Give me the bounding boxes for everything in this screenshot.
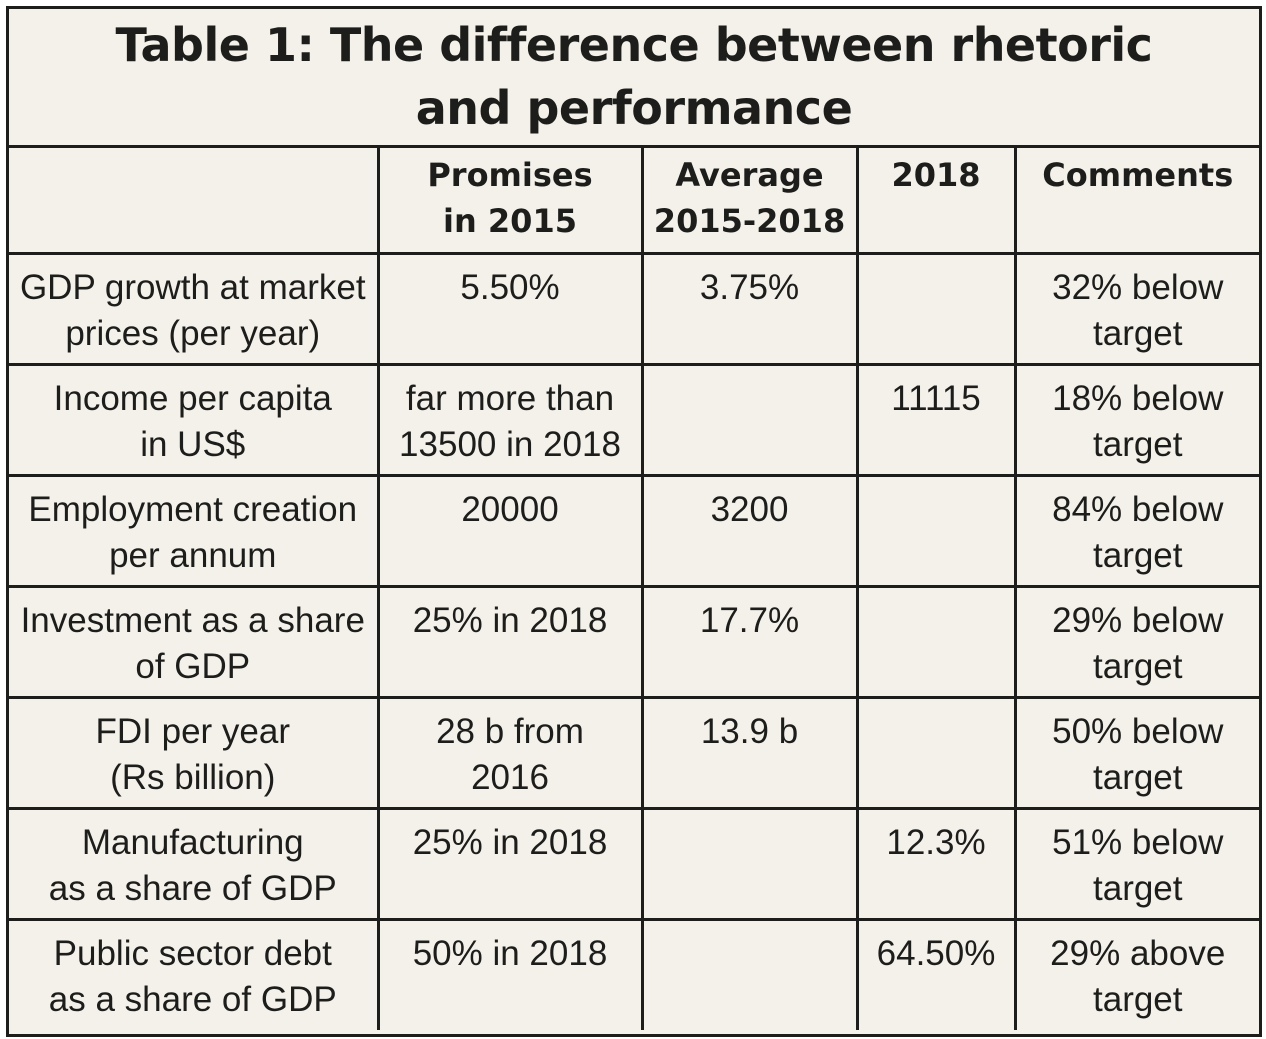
table-row: GDP growth at market prices (per year) 5.… [9,253,1259,366]
comment-cell: 29% below target [1013,584,1259,699]
promise-cell: far more than 13500 in 2018 [376,362,644,477]
indicator-cell: Income per capita in US$ [9,362,380,477]
table-row: Manufacturing as a share of GDP 25% in 20… [9,806,1259,921]
column-header-2018: 2018 [855,148,1017,255]
comment-cell: 51% below target [1013,806,1259,921]
indicator-cell: Public sector debt as a share of GDP [9,917,380,1030]
promise-cell: 5.50% [376,253,644,366]
table-row: FDI per year (Rs billion) 28 b from 2016 1… [9,695,1259,810]
promise-cell: 50% in 2018 [376,917,644,1030]
table-row: Income per capita in US$ far more than 13… [9,362,1259,477]
table-row: Investment as a share of GDP 25% in 2018 1… [9,584,1259,699]
table-figure: Table 1: The difference between rhetoric… [6,6,1262,1037]
value-2018-cell [855,695,1017,810]
promise-cell: 25% in 2018 [376,584,644,699]
average-cell: 3200 [640,473,859,588]
comment-cell: 18% below target [1013,362,1259,477]
indicator-cell: GDP growth at market prices (per year) [9,253,380,366]
column-header-promises: Promises in 2015 [376,148,644,255]
data-table: Promises in 2015 Average 2015-2018 2018 … [9,148,1259,1030]
value-2018-cell: 11115 [855,362,1017,477]
column-header-comments: Comments [1013,148,1259,255]
average-cell [640,806,859,921]
comment-cell: 84% below target [1013,473,1259,588]
indicator-cell: Manufacturing as a share of GDP [9,806,380,921]
comment-cell: 29% above target [1013,917,1259,1030]
average-cell [640,362,859,477]
indicator-cell: FDI per year (Rs billion) [9,695,380,810]
table-row: Employment creation per annum 20000 3200 84… [9,473,1259,588]
indicator-cell: Investment as a share of GDP [9,584,380,699]
comment-cell: 50% below target [1013,695,1259,810]
column-header-indicator [9,148,380,255]
average-cell [640,917,859,1030]
column-header-average: Average 2015-2018 [640,148,859,255]
average-cell: 13.9 b [640,695,859,810]
header-row: Promises in 2015 Average 2015-2018 2018 … [9,148,1259,255]
table-title: Table 1: The difference between rhetoric… [9,9,1259,148]
value-2018-cell: 64.50% [855,917,1017,1030]
comment-cell: 32% below target [1013,253,1259,366]
value-2018-cell: 12.3% [855,806,1017,921]
table-title-text: Table 1: The difference between rhetoric… [115,18,1153,135]
value-2018-cell [855,473,1017,588]
indicator-cell: Employment creation per annum [9,473,380,588]
promise-cell: 28 b from 2016 [376,695,644,810]
promise-cell: 25% in 2018 [376,806,644,921]
value-2018-cell [855,584,1017,699]
average-cell: 3.75% [640,253,859,366]
table-row: Public sector debt as a share of GDP 50% … [9,917,1259,1030]
value-2018-cell [855,253,1017,366]
average-cell: 17.7% [640,584,859,699]
promise-cell: 20000 [376,473,644,588]
